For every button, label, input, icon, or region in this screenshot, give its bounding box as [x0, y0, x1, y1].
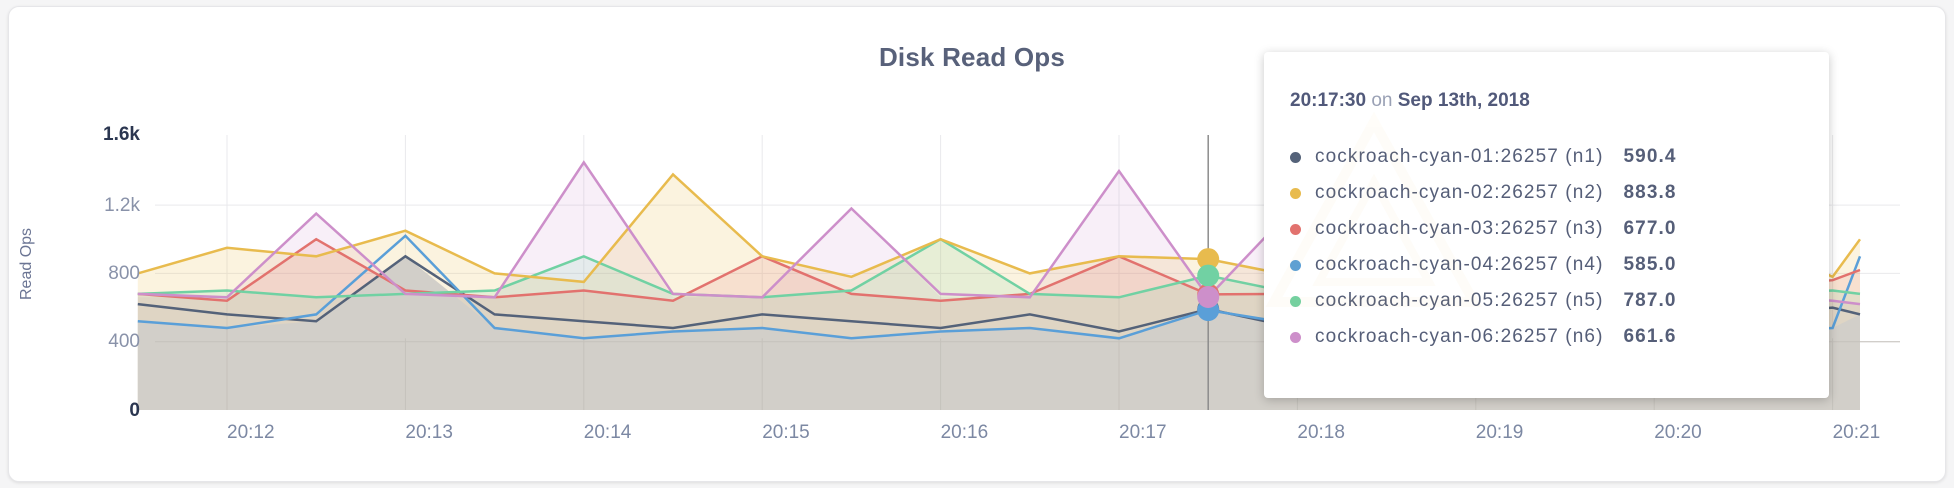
svg-text:400: 400: [108, 331, 140, 352]
svg-text:20:12: 20:12: [227, 422, 275, 443]
svg-text:20:15: 20:15: [762, 422, 810, 443]
svg-text:1.6k: 1.6k: [103, 124, 140, 145]
svg-text:20:17: 20:17: [1119, 422, 1167, 443]
svg-text:800: 800: [108, 263, 140, 284]
svg-text:20:21: 20:21: [1833, 422, 1881, 443]
svg-text:1.2k: 1.2k: [104, 195, 140, 216]
svg-text:0: 0: [129, 400, 140, 421]
svg-text:20:19: 20:19: [1476, 422, 1524, 443]
svg-text:20:20: 20:20: [1654, 422, 1702, 443]
svg-text:20:16: 20:16: [941, 422, 989, 443]
svg-text:20:18: 20:18: [1297, 422, 1345, 443]
svg-text:20:14: 20:14: [584, 422, 632, 443]
svg-text:20:13: 20:13: [405, 422, 453, 443]
